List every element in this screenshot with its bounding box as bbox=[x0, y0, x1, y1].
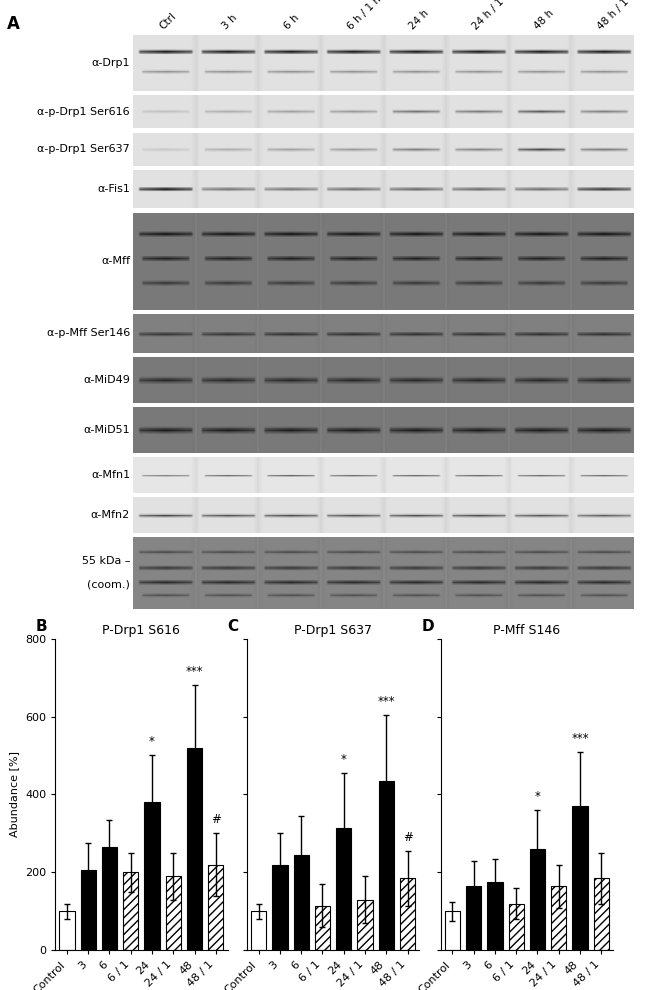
Text: Ctrl: Ctrl bbox=[157, 11, 178, 32]
Text: 48 h / 1 h: 48 h / 1 h bbox=[595, 0, 638, 32]
Bar bbox=[123, 872, 138, 950]
Bar bbox=[466, 886, 481, 950]
Text: #: # bbox=[402, 831, 413, 844]
Bar bbox=[59, 912, 75, 950]
Text: ***: *** bbox=[186, 665, 203, 678]
Text: 3 h: 3 h bbox=[220, 13, 239, 32]
Text: *: * bbox=[341, 753, 346, 766]
Bar bbox=[336, 828, 352, 950]
Text: *: * bbox=[149, 736, 155, 748]
Text: α-p-Drp1 Ser616: α-p-Drp1 Ser616 bbox=[38, 107, 130, 117]
Y-axis label: Abundance [%]: Abundance [%] bbox=[10, 751, 20, 838]
Text: B: B bbox=[36, 619, 47, 634]
Bar bbox=[593, 878, 609, 950]
Title: P-Drp1 S637: P-Drp1 S637 bbox=[294, 625, 372, 638]
Bar bbox=[551, 886, 566, 950]
Text: α-p-Mff Ser146: α-p-Mff Ser146 bbox=[47, 329, 130, 339]
Text: 24 h / 1 h: 24 h / 1 h bbox=[470, 0, 512, 32]
Bar bbox=[81, 870, 96, 950]
Bar bbox=[488, 882, 502, 950]
Text: ***: *** bbox=[378, 695, 395, 708]
Text: α-Mff: α-Mff bbox=[101, 256, 130, 266]
Bar bbox=[379, 781, 394, 950]
Bar bbox=[400, 878, 415, 950]
Bar bbox=[272, 864, 287, 950]
Text: α-Mfn1: α-Mfn1 bbox=[91, 470, 130, 480]
Text: α-Mfn2: α-Mfn2 bbox=[91, 510, 130, 520]
Text: ***: *** bbox=[571, 732, 589, 744]
Bar bbox=[208, 864, 224, 950]
Bar bbox=[294, 855, 309, 950]
Bar bbox=[573, 806, 588, 950]
Text: 55 kDa –: 55 kDa – bbox=[81, 556, 130, 566]
Text: α-Fis1: α-Fis1 bbox=[97, 184, 130, 194]
Bar bbox=[166, 876, 181, 950]
Text: 48 h: 48 h bbox=[533, 8, 556, 32]
Text: α-p-Drp1 Ser637: α-p-Drp1 Ser637 bbox=[37, 145, 130, 154]
Bar bbox=[144, 802, 160, 950]
Text: α-MiD49: α-MiD49 bbox=[83, 374, 130, 385]
Text: D: D bbox=[421, 619, 434, 634]
Bar bbox=[358, 900, 372, 950]
Text: α-Drp1: α-Drp1 bbox=[92, 57, 130, 68]
Text: (coom.): (coom.) bbox=[87, 580, 130, 590]
Bar bbox=[251, 912, 266, 950]
Bar bbox=[315, 906, 330, 950]
Text: α-MiD51: α-MiD51 bbox=[83, 425, 130, 435]
Text: 6 h / 1 h: 6 h / 1 h bbox=[345, 0, 383, 32]
Bar bbox=[102, 847, 117, 950]
Text: A: A bbox=[6, 15, 20, 33]
Bar bbox=[187, 747, 202, 950]
Bar bbox=[530, 849, 545, 950]
Text: 24 h: 24 h bbox=[408, 8, 431, 32]
Text: C: C bbox=[227, 619, 239, 634]
Title: P-Mff S146: P-Mff S146 bbox=[493, 625, 560, 638]
Text: *: * bbox=[534, 790, 540, 803]
Bar bbox=[508, 904, 524, 950]
Text: 6 h: 6 h bbox=[283, 13, 302, 32]
Text: #: # bbox=[211, 814, 221, 827]
Bar bbox=[445, 912, 460, 950]
Title: P-Drp1 S616: P-Drp1 S616 bbox=[103, 625, 180, 638]
